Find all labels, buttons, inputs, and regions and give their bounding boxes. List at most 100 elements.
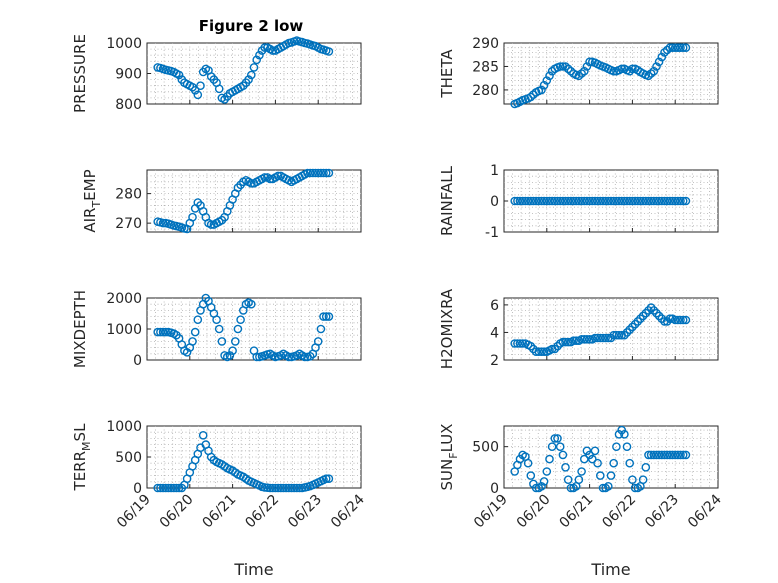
data-point	[646, 303, 656, 312]
data-point	[161, 327, 170, 337]
data-point	[156, 327, 165, 337]
y-tick-label: 1000	[106, 419, 142, 435]
data-point	[670, 43, 680, 53]
y-axis-label: THETA	[438, 49, 456, 99]
data-point	[665, 43, 675, 53]
y-tick-label: 290	[472, 36, 499, 52]
data-point	[225, 351, 235, 360]
data-point	[580, 66, 589, 76]
data-point	[622, 196, 632, 206]
data-point	[252, 352, 262, 362]
data-point	[657, 450, 667, 460]
data-point	[156, 483, 165, 493]
subplot-air_temp: 270 280 AIRTEMP	[81, 168, 362, 234]
data-point	[609, 458, 619, 468]
data-point	[582, 196, 592, 206]
data-point	[577, 69, 586, 78]
data-point	[676, 315, 685, 325]
data-point	[580, 334, 589, 344]
data-point	[246, 299, 256, 309]
data-point	[668, 43, 677, 53]
data-point	[646, 196, 656, 206]
data-point	[561, 62, 570, 71]
y-axis-label: AIRTEMP	[81, 169, 103, 232]
data-point	[644, 450, 653, 460]
y-axis-label: RAINFALL	[438, 165, 456, 236]
data-point	[646, 450, 656, 460]
data-point	[510, 196, 520, 206]
data-point	[273, 483, 283, 493]
data-point	[620, 429, 629, 439]
data-point	[553, 434, 562, 443]
data-point	[539, 80, 549, 90]
data-point	[582, 334, 592, 344]
data-point	[531, 347, 541, 357]
y-axis-label: SUNFLUX	[438, 424, 460, 491]
data-point	[628, 322, 637, 332]
data-point	[598, 483, 608, 493]
data-point	[271, 483, 280, 493]
x-tick-label: 06/24	[685, 491, 725, 531]
y-tick-label: 1000	[106, 36, 142, 52]
subplot-mixdepth: 0 1000 2000 MIXDEPTH	[71, 290, 362, 369]
data-point	[590, 446, 600, 456]
data-point	[558, 62, 568, 71]
y-tick-label: 2	[490, 353, 499, 369]
data-point	[555, 442, 565, 452]
subplot-rainfall: -1 0 1 RAINFALL	[438, 163, 719, 241]
data-point	[531, 196, 541, 206]
x-tick-label: 06/19	[114, 492, 154, 532]
data-point	[585, 334, 594, 344]
data-point	[276, 483, 286, 493]
data-point	[534, 196, 544, 206]
x-tick-label: 06/20	[157, 492, 197, 532]
data-point	[188, 337, 197, 346]
data-point	[260, 173, 270, 182]
data-point	[260, 43, 270, 52]
data-point	[537, 85, 546, 95]
data-point	[303, 168, 312, 178]
data-point	[246, 178, 256, 188]
data-point	[313, 337, 323, 346]
data-point	[654, 57, 664, 67]
data-point	[284, 483, 294, 493]
data-point	[660, 48, 669, 57]
data-point	[665, 196, 675, 206]
data-point	[279, 483, 288, 493]
data-point	[628, 64, 637, 74]
data-point	[268, 483, 278, 493]
data-point	[537, 481, 546, 491]
data-point	[153, 483, 162, 493]
data-point	[606, 196, 616, 206]
y-tick-label: 0	[133, 481, 142, 497]
data-point	[190, 86, 200, 95]
data-point	[515, 196, 525, 206]
data-point	[638, 311, 648, 321]
y-tick-label: 280	[472, 83, 499, 99]
data-point	[636, 314, 645, 324]
x-tick-label: 06/23	[285, 492, 325, 532]
data-point	[268, 46, 278, 55]
data-point	[609, 66, 619, 76]
data-point	[319, 312, 328, 321]
data-point	[625, 66, 635, 76]
data-point	[681, 450, 691, 460]
data-point	[654, 450, 664, 460]
data-point	[526, 196, 536, 206]
data-point	[652, 308, 661, 318]
y-axis-label: PRESSURE	[71, 34, 89, 113]
data-point	[620, 196, 629, 206]
y-tick-label: 0	[490, 481, 499, 497]
data-point	[233, 324, 243, 334]
data-point	[612, 442, 621, 452]
data-point	[630, 196, 640, 206]
data-point	[324, 168, 334, 178]
data-point	[545, 196, 554, 206]
x-tick-label: 06/24	[328, 491, 368, 531]
data-point	[539, 196, 549, 206]
data-point	[582, 62, 592, 71]
y-axis-label: TERRMSL	[71, 423, 93, 492]
data-point	[612, 330, 621, 340]
data-point	[531, 483, 541, 493]
subplot-h2omixra: 2 4 6 H2OMIXRA	[438, 288, 719, 369]
